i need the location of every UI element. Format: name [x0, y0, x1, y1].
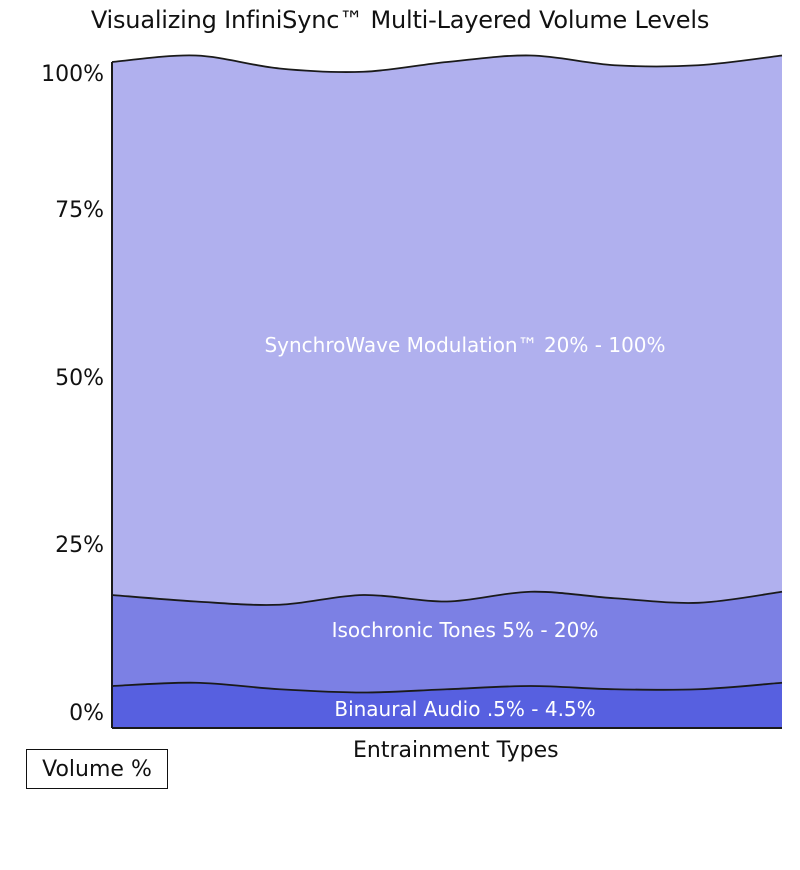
y-tick-label: 50%: [55, 366, 104, 391]
band-boundary-line-1: [111, 681, 783, 694]
y-tick-label: 25%: [55, 533, 104, 558]
x-axis-label: Entrainment Types: [353, 738, 559, 763]
y-tick-label: 75%: [55, 198, 104, 223]
chart-title: Visualizing InfiniSync™ Multi-Layered Vo…: [90, 6, 710, 34]
y-tick-label: 100%: [41, 62, 104, 87]
band-boundary-line-3: [111, 54, 783, 73]
y-axis-label: Volume %: [42, 756, 152, 782]
band-boundary-line-2: [111, 590, 783, 606]
area-band-3: [112, 55, 782, 605]
y-axis-label-box: Volume %: [26, 749, 168, 789]
series-label-3: SynchroWave Modulation™ 20% - 100%: [264, 333, 665, 357]
series-label-1: Binaural Audio .5% - 4.5%: [334, 697, 595, 721]
y-tick-label: 0%: [69, 701, 104, 726]
series-label-2: Isochronic Tones 5% - 20%: [332, 618, 599, 642]
area-band-2: [112, 591, 782, 693]
area-band-1: [112, 682, 782, 728]
